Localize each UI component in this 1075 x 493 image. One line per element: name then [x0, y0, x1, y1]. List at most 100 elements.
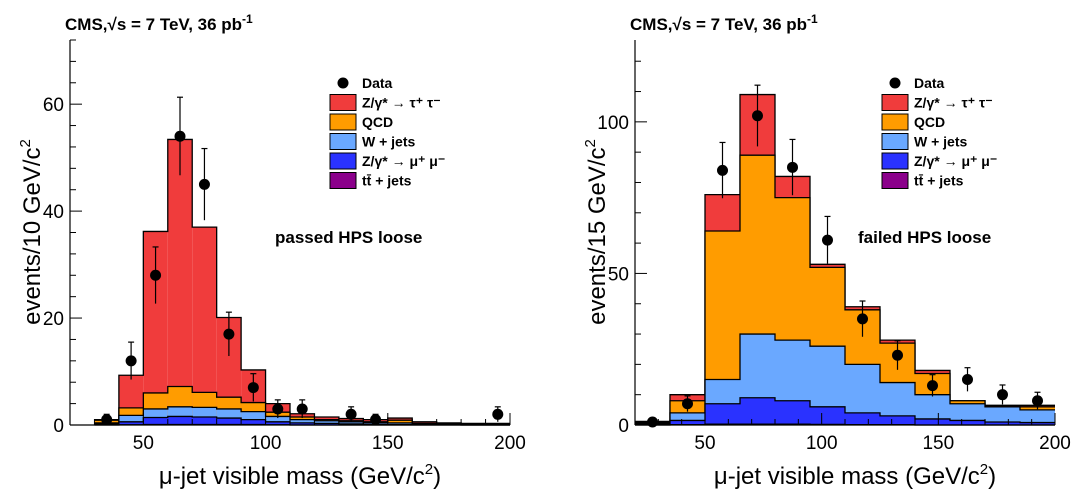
bar-zmumu: [167, 416, 193, 425]
data-point: [223, 328, 235, 340]
data-point: [962, 374, 973, 386]
y-axis-label-text: events/10 GeV/c: [19, 147, 46, 324]
bar-zmumu: [670, 420, 705, 425]
x-axis-label-text: μ-jet visible mass (GeV/c: [714, 463, 980, 490]
legend-marker-data: [337, 77, 349, 89]
y-tick-label: 40: [43, 202, 64, 223]
x-tick-label: 100: [806, 433, 838, 454]
x-tick-label: 50: [694, 433, 715, 454]
bar-zmumu: [265, 421, 290, 425]
stack-zmumu: [635, 397, 1055, 425]
legend-label: Z/γ* → μ⁺ μ⁻: [362, 153, 445, 169]
y-axis-label-text: events/15 GeV/c: [584, 147, 611, 324]
chart-title-sup: -1: [242, 12, 253, 26]
data-point: [198, 178, 210, 190]
legend-label: QCD: [362, 114, 393, 130]
data-point: [272, 403, 284, 415]
bar-zmumu: [1020, 422, 1055, 425]
legend-label: tt̄ + jets: [914, 172, 964, 188]
bar-zmumu: [740, 397, 775, 425]
chart-panel-2: 50 100 150 200 0 50 100 CMS,√s = 7 TeV, 36 pb-1…: [582, 12, 1071, 490]
bar-zmumu: [216, 418, 242, 425]
y-tick-label: 0: [53, 416, 64, 437]
legend-swatch-ttbar: [329, 172, 357, 189]
legend-swatch-zmumu: [881, 152, 909, 170]
chart-title: CMS,√s = 7 TeV, 36 pb-1: [630, 12, 818, 34]
chart-title: CMS,√s = 7 TeV, 36 pb-1: [65, 12, 253, 34]
x-tick-label: 200: [1039, 433, 1071, 454]
bar-zmumu: [241, 419, 266, 425]
x-axis-label-sup: 2: [980, 461, 988, 478]
data-point: [892, 349, 903, 361]
bar-zmumu: [118, 421, 144, 425]
x-axis-label-end: ): [433, 463, 441, 490]
bar-zmumu: [775, 400, 810, 425]
outline-qcd: [635, 154, 1055, 423]
legend: Data Z/γ* → τ⁺ τ⁻ QCD W + jets Z/γ* → μ⁺ μ⁻ t…: [329, 75, 445, 189]
data-point: [717, 164, 728, 176]
data-point: [857, 313, 868, 325]
legend-marker-data: [889, 77, 901, 89]
x-axis-label-end: ): [988, 463, 996, 490]
legend-label: W + jets: [914, 134, 968, 150]
data-point: [296, 403, 308, 415]
x-tick-label: 150: [922, 433, 954, 454]
legend-label: Z/γ* → τ⁺ τ⁻: [362, 95, 441, 111]
y-tick-label: 20: [43, 309, 64, 330]
legend-swatch-ttbar: [881, 172, 909, 189]
bar-zmumu: [915, 418, 950, 425]
data-point: [125, 355, 137, 367]
chart-title-sup: -1: [807, 12, 818, 26]
stack-ztautau: [94, 138, 510, 426]
y-axis-label-sup: 2: [17, 139, 34, 147]
selection-annotation: failed HPS loose: [858, 228, 991, 247]
outline-wjets: [635, 333, 1055, 424]
data-point: [927, 380, 938, 392]
y-axis-label: events/10 GeV/c2: [17, 139, 46, 325]
data-point: [345, 408, 357, 420]
legend-label: QCD: [914, 114, 945, 130]
legend-label: W + jets: [362, 134, 416, 150]
bar-zmumu: [880, 415, 915, 425]
data-point: [150, 269, 162, 281]
y-tick-label: 0: [618, 416, 629, 437]
legend: Data Z/γ* → τ⁺ τ⁻ QCD W + jets Z/γ* → μ⁺ μ⁻ t…: [881, 75, 997, 189]
x-tick-label: 150: [372, 433, 404, 454]
x-tick-label: 100: [250, 433, 282, 454]
bar-zmumu: [314, 423, 339, 425]
legend-swatch-wjets: [881, 133, 909, 150]
x-axis-label-text: μ-jet visible mass (GeV/c: [159, 463, 425, 490]
bar-zmumu: [192, 416, 217, 425]
legend-label: Data: [914, 75, 945, 91]
x-axis-label: μ-jet visible mass (GeV/c2): [714, 461, 996, 490]
chart-title-text: CMS,√s = 7 TeV, 36 pb: [630, 15, 807, 34]
x-axis-label-sup: 2: [425, 461, 433, 478]
data-point: [174, 130, 186, 142]
legend-swatch-ztautau: [881, 94, 909, 111]
legend-swatch-ztautau: [329, 94, 357, 111]
data-point: [997, 389, 1008, 401]
legend-swatch-wjets: [329, 133, 357, 150]
bar-wjets: [1020, 409, 1055, 425]
x-tick-label: 200: [494, 433, 526, 454]
data-series: [101, 96, 504, 426]
data-point: [647, 416, 658, 428]
bar-zmumu: [950, 420, 985, 425]
bar-ztautau: [167, 139, 193, 426]
data-point: [370, 414, 382, 426]
data-point: [682, 398, 693, 410]
y-tick-label: 60: [43, 95, 64, 116]
data-point: [752, 110, 763, 122]
data-series: [647, 84, 1043, 428]
legend-label: Z/γ* → μ⁺ μ⁻: [914, 153, 997, 169]
data-point: [787, 161, 798, 173]
legend-swatch-qcd: [881, 113, 909, 131]
bar-zmumu: [810, 406, 845, 425]
legend-swatch-qcd: [329, 113, 357, 131]
bar-wjets: [950, 403, 985, 425]
data-point: [101, 414, 113, 426]
legend-swatch-zmumu: [329, 152, 357, 170]
selection-annotation: passed HPS loose: [275, 228, 422, 247]
data-point: [247, 382, 259, 394]
